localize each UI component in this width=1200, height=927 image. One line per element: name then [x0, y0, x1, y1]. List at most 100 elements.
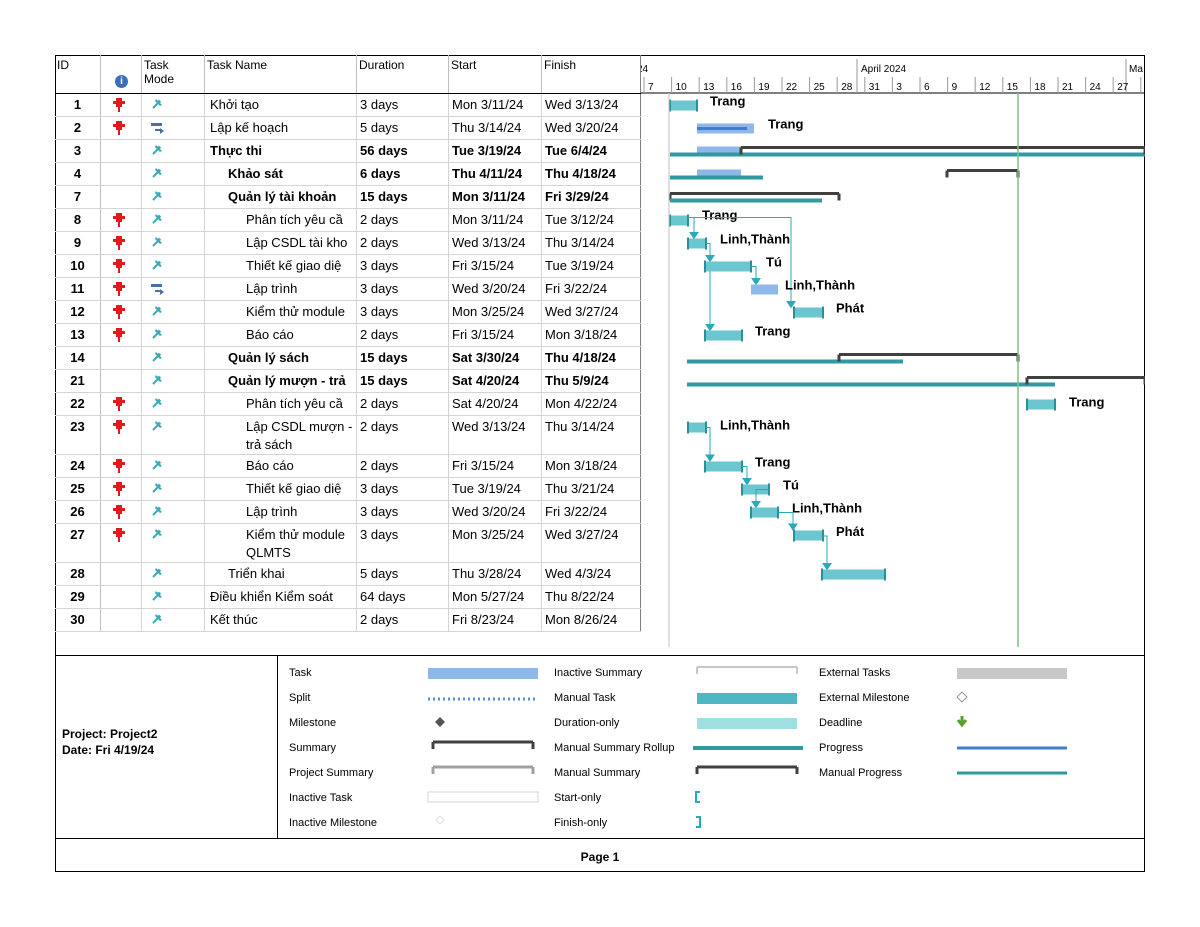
- task-bar[interactable]: [688, 238, 706, 249]
- task-bar[interactable]: [1027, 399, 1055, 410]
- table-row[interactable]: 12 Kiểm thử module 3 days Mon 3/25/24 Wed 3/…: [55, 301, 641, 324]
- task-bar-inactive[interactable]: [697, 146, 741, 153]
- task-duration[interactable]: 2 days: [357, 209, 449, 231]
- task-name[interactable]: Triển khai: [205, 563, 357, 585]
- task-finish[interactable]: Fri 3/29/24: [542, 186, 641, 208]
- task-indicator[interactable]: [101, 301, 142, 323]
- header-task-name[interactable]: Task Name: [205, 55, 357, 93]
- table-row[interactable]: 13 Báo cáo 2 days Fri 3/15/24 Mon 3/18/24: [55, 324, 641, 347]
- task-mode[interactable]: [142, 278, 205, 300]
- table-row[interactable]: 26 Lập trình 3 days Wed 3/20/24 Fri 3/22/24: [55, 501, 641, 524]
- task-name[interactable]: Thiết kế giao diệ: [205, 255, 357, 277]
- task-bar[interactable]: [670, 215, 688, 226]
- task-indicator[interactable]: [101, 186, 142, 208]
- task-mode[interactable]: [142, 393, 205, 415]
- task-bar[interactable]: [822, 569, 885, 580]
- task-finish[interactable]: Wed 3/27/24: [542, 524, 641, 562]
- task-bar[interactable]: [751, 507, 778, 518]
- task-finish[interactable]: Thu 8/22/24: [542, 586, 641, 608]
- task-indicator[interactable]: [101, 478, 142, 500]
- task-finish[interactable]: Thu 3/21/24: [542, 478, 641, 500]
- task-start[interactable]: Mon 3/11/24: [449, 186, 542, 208]
- task-name[interactable]: Khảo sát: [205, 163, 357, 185]
- task-start[interactable]: Wed 3/20/24: [449, 278, 542, 300]
- task-duration[interactable]: 2 days: [357, 324, 449, 346]
- task-finish[interactable]: Mon 3/18/24: [542, 455, 641, 477]
- table-row[interactable]: 7 Quản lý tài khoản 15 days Mon 3/11/24 Fri …: [55, 186, 641, 209]
- task-duration[interactable]: 3 days: [357, 501, 449, 523]
- task-finish[interactable]: Fri 3/22/24: [542, 278, 641, 300]
- task-id[interactable]: 10: [55, 255, 101, 277]
- task-finish[interactable]: Tue 3/19/24: [542, 255, 641, 277]
- header-duration[interactable]: Duration: [357, 55, 449, 93]
- task-duration[interactable]: 15 days: [357, 370, 449, 392]
- task-finish[interactable]: Tue 6/4/24: [542, 140, 641, 162]
- task-name[interactable]: Báo cáo: [205, 324, 357, 346]
- task-bar[interactable]: [688, 422, 706, 433]
- table-row[interactable]: 29 Điều khiển Kiểm soát 64 days Mon 5/27/24…: [55, 586, 641, 609]
- task-bar[interactable]: [794, 307, 823, 318]
- task-mode[interactable]: [142, 324, 205, 346]
- task-mode[interactable]: [142, 186, 205, 208]
- table-row[interactable]: 8 Phân tích yêu cầ 2 days Mon 3/11/24 Tue 3/…: [55, 209, 641, 232]
- task-start[interactable]: Fri 3/15/24: [449, 324, 542, 346]
- task-mode[interactable]: [142, 563, 205, 585]
- task-id[interactable]: 13: [55, 324, 101, 346]
- task-start[interactable]: Thu 4/11/24: [449, 163, 542, 185]
- task-duration[interactable]: 2 days: [357, 232, 449, 254]
- task-finish[interactable]: Fri 3/22/24: [542, 501, 641, 523]
- task-name[interactable]: Lập CSDL mượn - trả sách: [205, 416, 357, 454]
- task-start[interactable]: Wed 3/13/24: [449, 416, 542, 454]
- task-id[interactable]: 9: [55, 232, 101, 254]
- task-indicator[interactable]: [101, 347, 142, 369]
- task-duration[interactable]: 2 days: [357, 393, 449, 415]
- header-task-mode[interactable]: Task Mode: [142, 55, 205, 93]
- task-start[interactable]: Sat 4/20/24: [449, 370, 542, 392]
- task-start[interactable]: Sat 4/20/24: [449, 393, 542, 415]
- table-row[interactable]: 14 Quản lý sách 15 days Sat 3/30/24 Thu 4/18…: [55, 347, 641, 370]
- task-duration[interactable]: 2 days: [357, 609, 449, 631]
- task-name[interactable]: Điều khiển Kiểm soát: [205, 586, 357, 608]
- task-indicator[interactable]: [101, 370, 142, 392]
- task-name[interactable]: Lập CSDL tài kho: [205, 232, 357, 254]
- task-mode[interactable]: [142, 347, 205, 369]
- task-name[interactable]: Quản lý mượn - trả: [205, 370, 357, 392]
- task-start[interactable]: Tue 3/19/24: [449, 140, 542, 162]
- task-duration[interactable]: 15 days: [357, 347, 449, 369]
- table-row[interactable]: 23 Lập CSDL mượn - trả sách 2 days Wed 3/13…: [55, 416, 641, 455]
- task-indicator[interactable]: [101, 278, 142, 300]
- task-bar[interactable]: [705, 330, 742, 341]
- task-duration[interactable]: 2 days: [357, 416, 449, 454]
- task-start[interactable]: Wed 3/13/24: [449, 232, 542, 254]
- table-row[interactable]: 25 Thiết kế giao diệ 3 days Tue 3/19/24 Thu …: [55, 478, 641, 501]
- task-start[interactable]: Thu 3/28/24: [449, 563, 542, 585]
- task-indicator[interactable]: [101, 455, 142, 477]
- header-start[interactable]: Start: [449, 55, 542, 93]
- task-duration[interactable]: 2 days: [357, 455, 449, 477]
- task-name[interactable]: Quản lý sách: [205, 347, 357, 369]
- task-start[interactable]: Mon 3/11/24: [449, 94, 542, 116]
- task-id[interactable]: 25: [55, 478, 101, 500]
- task-bar[interactable]: [705, 261, 751, 272]
- task-start[interactable]: Mon 5/27/24: [449, 586, 542, 608]
- task-indicator[interactable]: [101, 609, 142, 631]
- header-finish[interactable]: Finish: [542, 55, 641, 93]
- task-id[interactable]: 3: [55, 140, 101, 162]
- task-mode[interactable]: [142, 117, 205, 139]
- task-finish[interactable]: Wed 3/13/24: [542, 94, 641, 116]
- task-duration[interactable]: 15 days: [357, 186, 449, 208]
- task-name[interactable]: Báo cáo: [205, 455, 357, 477]
- task-mode[interactable]: [142, 478, 205, 500]
- task-id[interactable]: 28: [55, 563, 101, 585]
- task-id[interactable]: 23: [55, 416, 101, 454]
- task-id[interactable]: 14: [55, 347, 101, 369]
- task-indicator[interactable]: [101, 163, 142, 185]
- task-name[interactable]: Quản lý tài khoản: [205, 186, 357, 208]
- task-name[interactable]: Lập trình: [205, 501, 357, 523]
- task-finish[interactable]: Thu 5/9/24: [542, 370, 641, 392]
- task-name[interactable]: Khởi tạo: [205, 94, 357, 116]
- task-name[interactable]: Phân tích yêu cầ: [205, 209, 357, 231]
- task-start[interactable]: Mon 3/25/24: [449, 301, 542, 323]
- task-id[interactable]: 1: [55, 94, 101, 116]
- task-mode[interactable]: [142, 416, 205, 454]
